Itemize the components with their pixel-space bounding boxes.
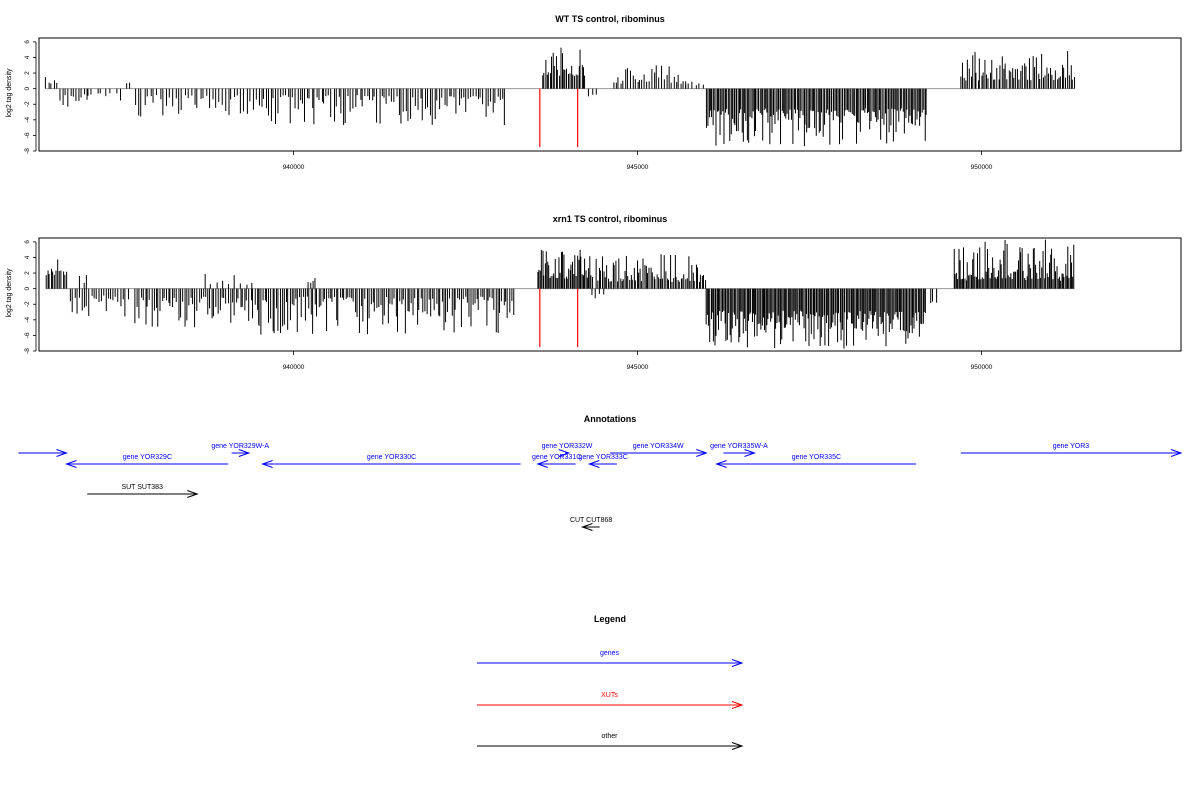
wt-y-tick-label: 6	[24, 40, 31, 44]
annotation-feature: SUT SUT383	[87, 484, 199, 498]
wt-plot-frame	[38, 37, 1182, 152]
legend-entry-arrowhead	[731, 701, 744, 709]
xrn1-plot-frame	[38, 237, 1182, 352]
legend-entries: genes XUTs other	[477, 650, 744, 750]
annotation-label: gene YOR335C	[792, 454, 841, 461]
annotation-label: CUT CUT868	[570, 517, 612, 524]
xrn1-y-tick-label: 4	[24, 255, 31, 259]
wt-y-axis-label: log2 tag density	[6, 68, 13, 118]
annotation-feature: gene YOR332W	[542, 443, 593, 457]
annotation-arrowhead	[587, 460, 600, 468]
annotation-arrowhead	[744, 449, 756, 457]
annotation-feature: gene YOR330C	[261, 454, 521, 468]
legend-entry-arrowhead	[731, 659, 744, 667]
annotation-label: gene YOR333C	[578, 454, 627, 461]
annotation-label: gene YOR3	[1053, 443, 1090, 450]
annotation-arrowhead	[715, 460, 727, 468]
xrn1-y-tick-label: 2	[24, 271, 31, 275]
legend-entry-label: other	[602, 733, 619, 740]
annotation-arrowhead	[56, 449, 69, 457]
annotation-feature: gene YOR335W-A	[710, 443, 768, 457]
legend-entry-label: genes	[600, 650, 620, 657]
legend: Legend genes XUTs other	[477, 614, 744, 750]
legend-entry-gene: genes	[477, 650, 744, 667]
xrn1-y-tick-label: -6	[24, 332, 31, 338]
annotation-label: gene YOR330C	[367, 454, 416, 461]
annotation-feature: gene YOR329C	[65, 454, 229, 468]
annotation-arrowhead	[696, 449, 708, 457]
annotation-features: gene YOR329C gene YOR329W-A gene YOR330C ge…	[18, 443, 1183, 531]
annotation-feature: gene YOR334W	[610, 443, 708, 457]
wt-panel: WT TS control, ribominus log2 tag densit…	[6, 14, 1182, 171]
xrn1-y-tick-label: 0	[24, 286, 31, 290]
legend-entry-label: XUTs	[601, 692, 618, 699]
annotation-label: SUT SUT383	[121, 484, 163, 491]
annotations-title: Annotations	[584, 414, 637, 424]
xrn1-panel: xrn1 TS control, ribominus log2 tag dens…	[6, 214, 1182, 371]
annotation-feature	[18, 449, 69, 457]
annotation-arrowhead	[187, 490, 199, 498]
legend-entry-arrowhead	[731, 742, 744, 750]
annotation-label: gene YOR329C	[123, 454, 172, 461]
annotation-feature: gene YOR329W-A	[211, 443, 269, 457]
xrn1-x-ticks: 940000 945000 950000	[283, 351, 993, 371]
annotation-feature: gene YOR3	[960, 443, 1183, 457]
wt-y-tick-label: 0	[24, 86, 31, 90]
annotation-arrowhead	[261, 460, 273, 468]
xrn1-y-tick-label: 6	[24, 240, 31, 244]
xrn1-x-tick-label: 945000	[627, 364, 649, 371]
legend-entry-xut: XUTs	[477, 692, 744, 709]
wt-y-tick-label: -2	[24, 101, 31, 107]
xrn1-bars	[45, 239, 1075, 349]
wt-y-tick-label: 4	[24, 55, 31, 59]
annotation-label: gene YOR335W-A	[710, 443, 768, 450]
annotation-feature: gene YOR333C	[578, 454, 628, 468]
xrn1-x-tick-label: 950000	[971, 364, 993, 371]
wt-y-tick-label: -6	[24, 132, 31, 138]
wt-x-ticks: 940000 945000 950000	[283, 151, 993, 171]
legend-title: Legend	[594, 614, 626, 624]
xrn1-y-tick-label: -4	[24, 317, 31, 323]
annotation-feature: gene YOR335C	[715, 454, 917, 468]
xrn1-panel-title: xrn1 TS control, ribominus	[553, 214, 668, 224]
annotation-arrowhead	[238, 449, 251, 457]
annotation-arrowhead	[1170, 449, 1183, 457]
wt-y-tick-label: -8	[24, 148, 31, 154]
wt-y-ticks: 6 4 2 0 -2 -4 -6 -8	[24, 40, 37, 154]
annotation-arrowhead	[65, 460, 77, 468]
wt-bars	[44, 47, 1076, 148]
xrn1-x-tick-label: 940000	[283, 364, 305, 371]
annotation-label: gene YOR329W-A	[211, 443, 269, 450]
wt-x-tick-label: 950000	[971, 164, 993, 171]
annotation-arrowhead	[580, 523, 593, 531]
wt-panel-title: WT TS control, ribominus	[555, 14, 665, 24]
annotation-label: gene YOR331C	[532, 454, 581, 461]
annotation-label: gene YOR334W	[633, 443, 684, 450]
xrn1-y-tick-label: -8	[24, 348, 31, 354]
xrn1-y-tick-label: -2	[24, 301, 31, 307]
wt-x-tick-label: 945000	[627, 164, 649, 171]
annotation-feature: gene YOR331C	[532, 454, 581, 468]
xrn1-y-ticks: 6 4 2 0 -2 -4 -6 -8	[24, 240, 37, 354]
wt-y-tick-label: 2	[24, 71, 31, 75]
xrn1-y-axis-label: log2 tag density	[6, 268, 13, 318]
annotation-label: gene YOR332W	[542, 443, 593, 450]
wt-y-tick-label: -4	[24, 117, 31, 123]
annotation-arrowhead	[558, 449, 571, 457]
annotation-arrowhead	[536, 460, 548, 468]
annotation-feature: CUT CUT868	[570, 517, 612, 531]
wt-x-tick-label: 940000	[283, 164, 305, 171]
legend-entry-other: other	[477, 733, 744, 750]
